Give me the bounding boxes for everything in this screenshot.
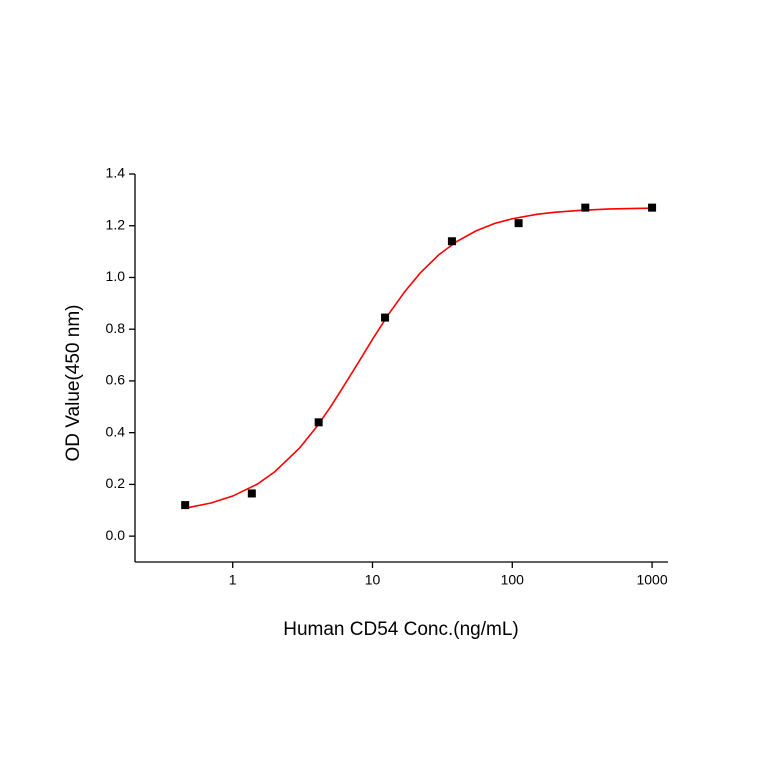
- fit-curve: [185, 207, 653, 509]
- y-tick-label: 0.2: [106, 475, 126, 491]
- x-tick-label: 1: [229, 572, 237, 588]
- data-point: [181, 501, 190, 510]
- y-tick-label: 0.0: [106, 527, 126, 543]
- x-tick-label: 100: [501, 572, 525, 588]
- y-tick-label: 0.8: [106, 320, 126, 336]
- y-tick-label: 1.2: [106, 216, 126, 232]
- data-point: [314, 418, 323, 427]
- x-axis-title: Human CD54 Conc.(ng/mL): [283, 619, 518, 640]
- data-point: [514, 219, 523, 228]
- data-point: [247, 489, 256, 498]
- data-point: [648, 203, 657, 212]
- data-point: [447, 237, 456, 246]
- data-point: [581, 203, 590, 212]
- y-tick-label: 1.4: [106, 165, 126, 181]
- data-point: [381, 313, 390, 322]
- y-axis-title: OD Value(450 nm): [63, 305, 84, 462]
- x-tick-label: 10: [365, 572, 381, 588]
- y-tick-label: 0.4: [106, 423, 126, 439]
- y-tick-label: 0.6: [106, 372, 126, 388]
- y-tick-label: 1.0: [106, 268, 126, 284]
- x-tick-label: 1000: [636, 572, 667, 588]
